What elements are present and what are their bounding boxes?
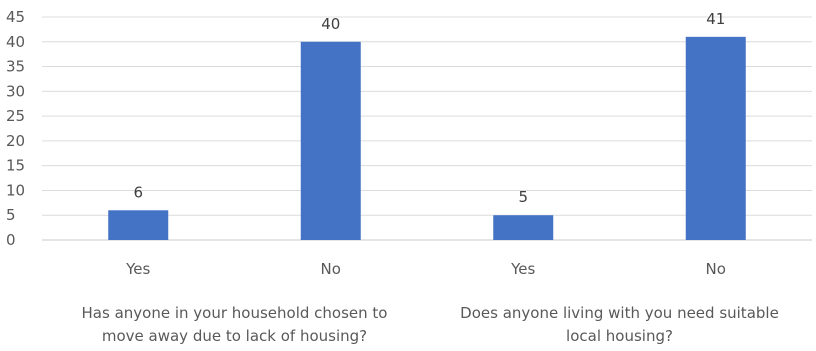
y-tick-label: 25 xyxy=(6,107,25,125)
bar xyxy=(493,215,554,240)
x-axis: Yes No Yes No Has anyone in your household c… xyxy=(82,260,779,345)
bars xyxy=(108,36,746,241)
bar xyxy=(300,41,361,241)
x-group-label: Does anyone living with you need suitabl… xyxy=(460,304,779,322)
x-group-label: Has anyone in your household chosen to xyxy=(82,304,388,322)
y-tick-label: 5 xyxy=(6,206,16,224)
x-category-label: No xyxy=(706,260,726,278)
y-axis: 0 5 10 15 20 25 30 35 40 45 xyxy=(6,8,25,249)
x-group-label: local housing? xyxy=(566,327,673,345)
y-tick-label: 45 xyxy=(6,8,25,26)
data-labels: 6 40 5 41 xyxy=(133,10,725,206)
y-tick-label: 0 xyxy=(6,231,16,249)
data-label: 40 xyxy=(321,15,340,33)
bar xyxy=(108,210,169,240)
data-label: 41 xyxy=(706,10,725,28)
y-tick-label: 15 xyxy=(6,157,25,175)
y-tick-label: 20 xyxy=(6,132,25,150)
x-category-label: No xyxy=(321,260,341,278)
x-category-label: Yes xyxy=(125,260,150,278)
y-tick-label: 40 xyxy=(6,33,25,51)
gridlines xyxy=(42,16,812,241)
bar xyxy=(685,36,746,241)
y-tick-label: 10 xyxy=(6,181,25,199)
x-group-label: move away due to lack of housing? xyxy=(102,327,367,345)
x-category-label: Yes xyxy=(510,260,535,278)
y-tick-label: 35 xyxy=(6,58,25,76)
data-label: 5 xyxy=(518,188,528,206)
data-label: 6 xyxy=(133,183,143,201)
y-tick-label: 30 xyxy=(6,82,25,100)
